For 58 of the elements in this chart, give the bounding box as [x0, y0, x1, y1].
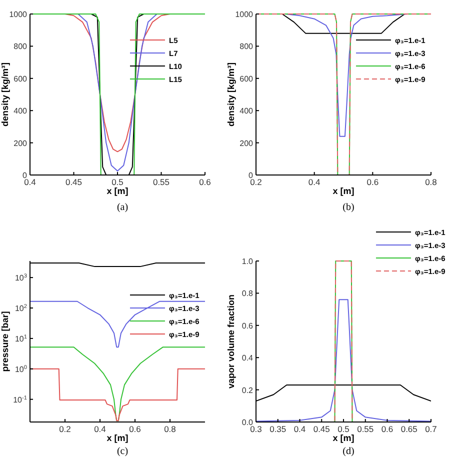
x-axis-title: x [m]	[106, 186, 128, 196]
x-tick-label: 0.4	[308, 177, 321, 187]
x-tick-label: 0.6	[381, 424, 394, 434]
y-tick-label: 200	[14, 138, 28, 148]
y-tick-label: 0.2	[242, 386, 254, 395]
y-tick-label: 800	[240, 42, 254, 52]
y-axis-title: pressure [bar]	[0, 311, 10, 372]
x-tick-label: 0.6	[366, 177, 379, 187]
x-tick-label: 0.6	[199, 177, 212, 187]
y-axis-title: density [kg/m³]	[0, 62, 10, 127]
y-tick-label: 0.4	[242, 354, 254, 363]
y-tick-label: 10$^{2}$	[14, 304, 27, 314]
x-axis-title: x [m]	[106, 433, 128, 443]
y-tick-label: 0	[22, 171, 28, 180]
y-tick-label: 200	[240, 138, 254, 148]
x-tick-label: 0.55	[152, 177, 170, 187]
x-tick-label: 0.4	[294, 424, 306, 434]
x-tick-label: 0.6	[129, 424, 142, 434]
y-tick-label: 10$^{1}$	[14, 334, 27, 344]
y-tick-label: 0	[248, 171, 254, 180]
x-tick-label: 0.8	[425, 177, 438, 187]
x-axis-title: x [m]	[332, 433, 354, 443]
y-tick-label: 10$^{3}$	[14, 274, 27, 283]
text: (a)	[116, 202, 128, 213]
y-tick-label: 800	[14, 42, 28, 52]
x-tick-label: 0.7	[425, 424, 438, 434]
x-axis-title: x [m]	[332, 186, 354, 196]
x-tick-label: 0.45	[65, 177, 82, 187]
y-tick-label: 400	[240, 106, 254, 116]
y-axis-title: vapor volume fraction	[226, 294, 236, 389]
x-tick-label: 0.3	[250, 424, 262, 434]
y-tick-label: 10$^{-1}$	[13, 395, 27, 404]
y-axis-title: density [kg/m³]	[226, 62, 236, 127]
text: (c)	[116, 446, 128, 457]
x-tick-label: 0.2	[59, 424, 72, 434]
x-tick-label: 0.5	[338, 424, 350, 434]
y-tick-label: 0.8	[242, 289, 254, 298]
x-tick-label: 0.5	[112, 177, 124, 187]
y-tick-label: 1000	[235, 10, 254, 19]
y-tick-label: 10$^{0}$	[14, 364, 27, 374]
x-tick-label: 0.45	[313, 424, 330, 434]
y-tick-label: 400	[14, 106, 28, 116]
x-tick-label: 0.35	[270, 424, 286, 434]
y-tick-label: 600	[240, 74, 254, 84]
x-tick-label: 0.4	[24, 177, 36, 187]
y-tick-label: 600	[14, 74, 28, 84]
y-tick-label: 0.0	[242, 418, 254, 427]
line-series	[30, 300, 205, 348]
x-tick-label: 0.4	[94, 424, 106, 434]
x-tick-label: 0.2	[250, 177, 262, 187]
x-tick-label: 0.65	[400, 424, 418, 434]
text: (b)	[342, 202, 354, 213]
text: (d)	[342, 446, 354, 457]
y-tick-label: 1.0	[242, 257, 254, 266]
y-tick-label: 0.6	[242, 321, 254, 330]
y-tick-label: 1000	[9, 10, 28, 19]
x-tick-label: 0.55	[357, 424, 374, 434]
x-tick-label: 0.8	[164, 424, 176, 434]
